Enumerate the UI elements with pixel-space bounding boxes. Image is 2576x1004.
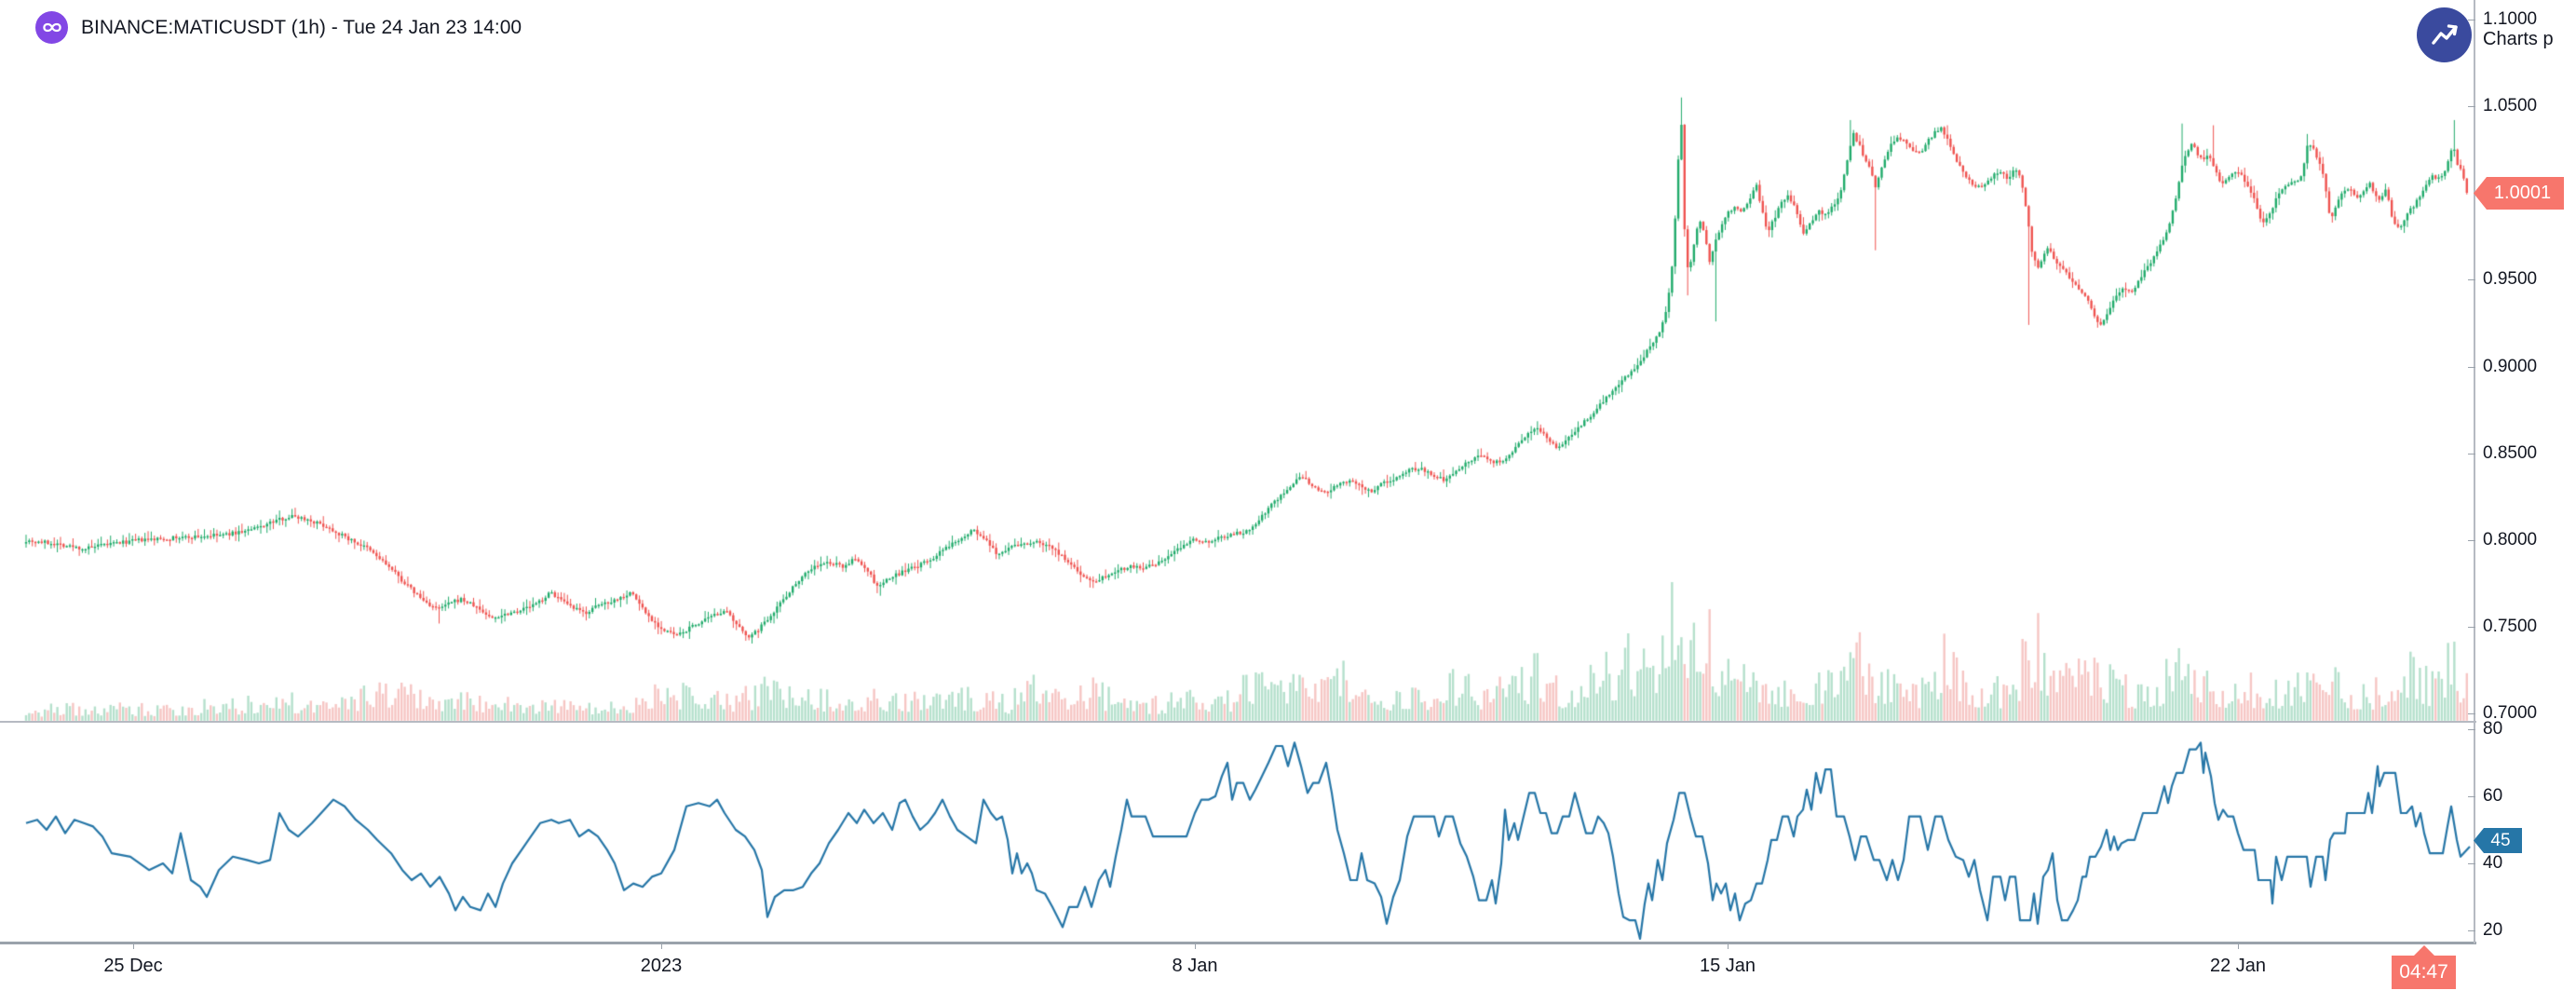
- time-axis-label: 22 Jan: [2209, 956, 2267, 976]
- price-axis-label: 1.0500: [2483, 96, 2538, 115]
- price-axis-label: 0.7500: [2483, 617, 2538, 636]
- axis-tick: [2468, 627, 2475, 628]
- axis-tick: [2468, 930, 2475, 931]
- price-axis-label: 0.7000: [2483, 703, 2538, 723]
- price-axis-line: [2474, 0, 2475, 943]
- axis-tick: [1195, 943, 1196, 949]
- time-axis-label: 15 Jan: [1699, 956, 1756, 976]
- rsi-axis-label: 40: [2483, 853, 2503, 873]
- price-axis-label: 1.1000: [2483, 9, 2538, 29]
- chart-title-bar: BINANCE:MATICUSDT (1h) - Tue 24 Jan 23 1…: [35, 11, 522, 44]
- axis-tick: [2468, 540, 2475, 541]
- axis-tick: [2468, 454, 2475, 455]
- polygon-matic-logo-icon: [35, 11, 68, 44]
- pane-separator[interactable]: [0, 721, 2476, 723]
- rsi-axis-label: 20: [2483, 920, 2503, 940]
- rsi-axis-label: 80: [2483, 719, 2503, 739]
- axis-tick: [2468, 729, 2475, 730]
- rsi-value-badge: 45: [2474, 828, 2522, 853]
- time-axis-label: 25 Dec: [103, 956, 163, 976]
- axis-tick: [2238, 943, 2239, 949]
- bar-countdown-badge: 04:47: [2392, 945, 2456, 989]
- rsi-axis-label: 60: [2483, 786, 2503, 806]
- line-chart-icon[interactable]: [2417, 7, 2472, 62]
- candlestick-chart-canvas[interactable]: [0, 0, 2476, 943]
- axis-tick: [2468, 796, 2475, 797]
- last-price-badge: 1.0001: [2474, 177, 2564, 210]
- axis-tick: [2468, 367, 2475, 368]
- axis-tick: [2468, 279, 2475, 280]
- price-axis-label: 0.8000: [2483, 530, 2538, 549]
- time-axis-line: [0, 942, 2476, 944]
- price-axis-label: 0.9000: [2483, 357, 2538, 376]
- price-axis-label: 0.8500: [2483, 443, 2538, 463]
- time-axis-label: 2023: [640, 956, 683, 976]
- symbol-title: BINANCE:MATICUSDT (1h) - Tue 24 Jan 23 1…: [81, 16, 522, 38]
- axis-tick: [133, 943, 134, 949]
- price-axis-label: 0.9500: [2483, 269, 2538, 289]
- time-axis-label: 8 Jan: [1172, 956, 1218, 976]
- charts-powered-by-watermark[interactable]: Charts p: [2483, 29, 2554, 49]
- axis-tick: [2468, 106, 2475, 107]
- axis-tick: [661, 943, 662, 949]
- axis-tick: [2468, 863, 2475, 864]
- axis-tick: [2468, 713, 2475, 714]
- axis-tick: [1728, 943, 1729, 949]
